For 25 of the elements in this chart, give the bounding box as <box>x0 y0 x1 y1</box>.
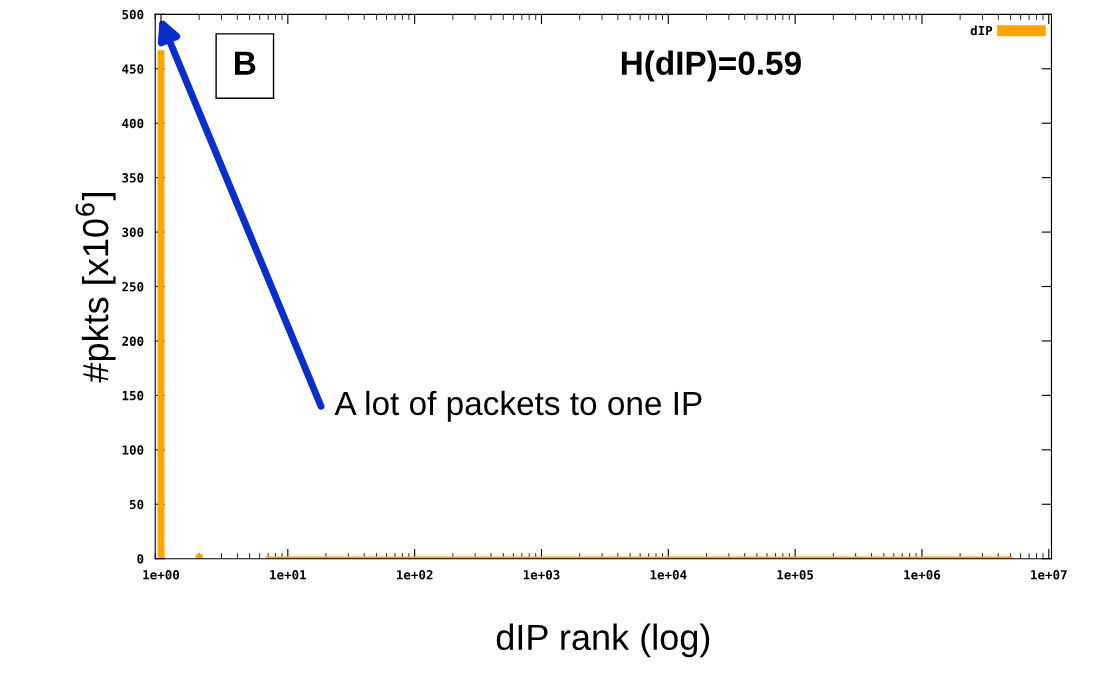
annotation: H(dIP)=0.59 <box>621 50 801 82</box>
y-tick-label: 100 <box>122 445 144 455</box>
y-tick-label: 450 <box>122 64 144 74</box>
y-tick-label: 150 <box>122 390 144 401</box>
x-tick-label: 1e+01 <box>270 570 307 580</box>
y-tick-label: 0 <box>137 554 144 564</box>
y-axis-title: #pkts [x10$^{6}$] <box>75 193 116 383</box>
x-tick-label: 1e+00 <box>143 570 180 580</box>
x-tick-label: 1e+04 <box>650 570 687 580</box>
y-tick-label: 300 <box>122 227 144 238</box>
x-tick-label: 1e+07 <box>1031 570 1067 580</box>
annotation: A lot of packets to one IP <box>334 390 702 422</box>
y-tick-label: 200 <box>122 336 144 346</box>
x-tick-label: 1e+02 <box>396 570 433 580</box>
legend-label: dIP <box>970 25 993 36</box>
y-tick-label: 250 <box>122 281 144 292</box>
annotation: B <box>235 51 256 75</box>
x-axis-title: dIP rank (log) <box>496 623 710 658</box>
y-tick-label: 50 <box>129 499 144 510</box>
y-tick-label: 500 <box>122 9 144 20</box>
y-tick-label: 400 <box>122 118 144 129</box>
y-tick-label: 350 <box>122 173 144 183</box>
x-tick-label: 1e+03 <box>523 570 560 580</box>
x-tick-label: 1e+05 <box>777 570 814 580</box>
x-tick-label: 1e+06 <box>904 570 941 580</box>
